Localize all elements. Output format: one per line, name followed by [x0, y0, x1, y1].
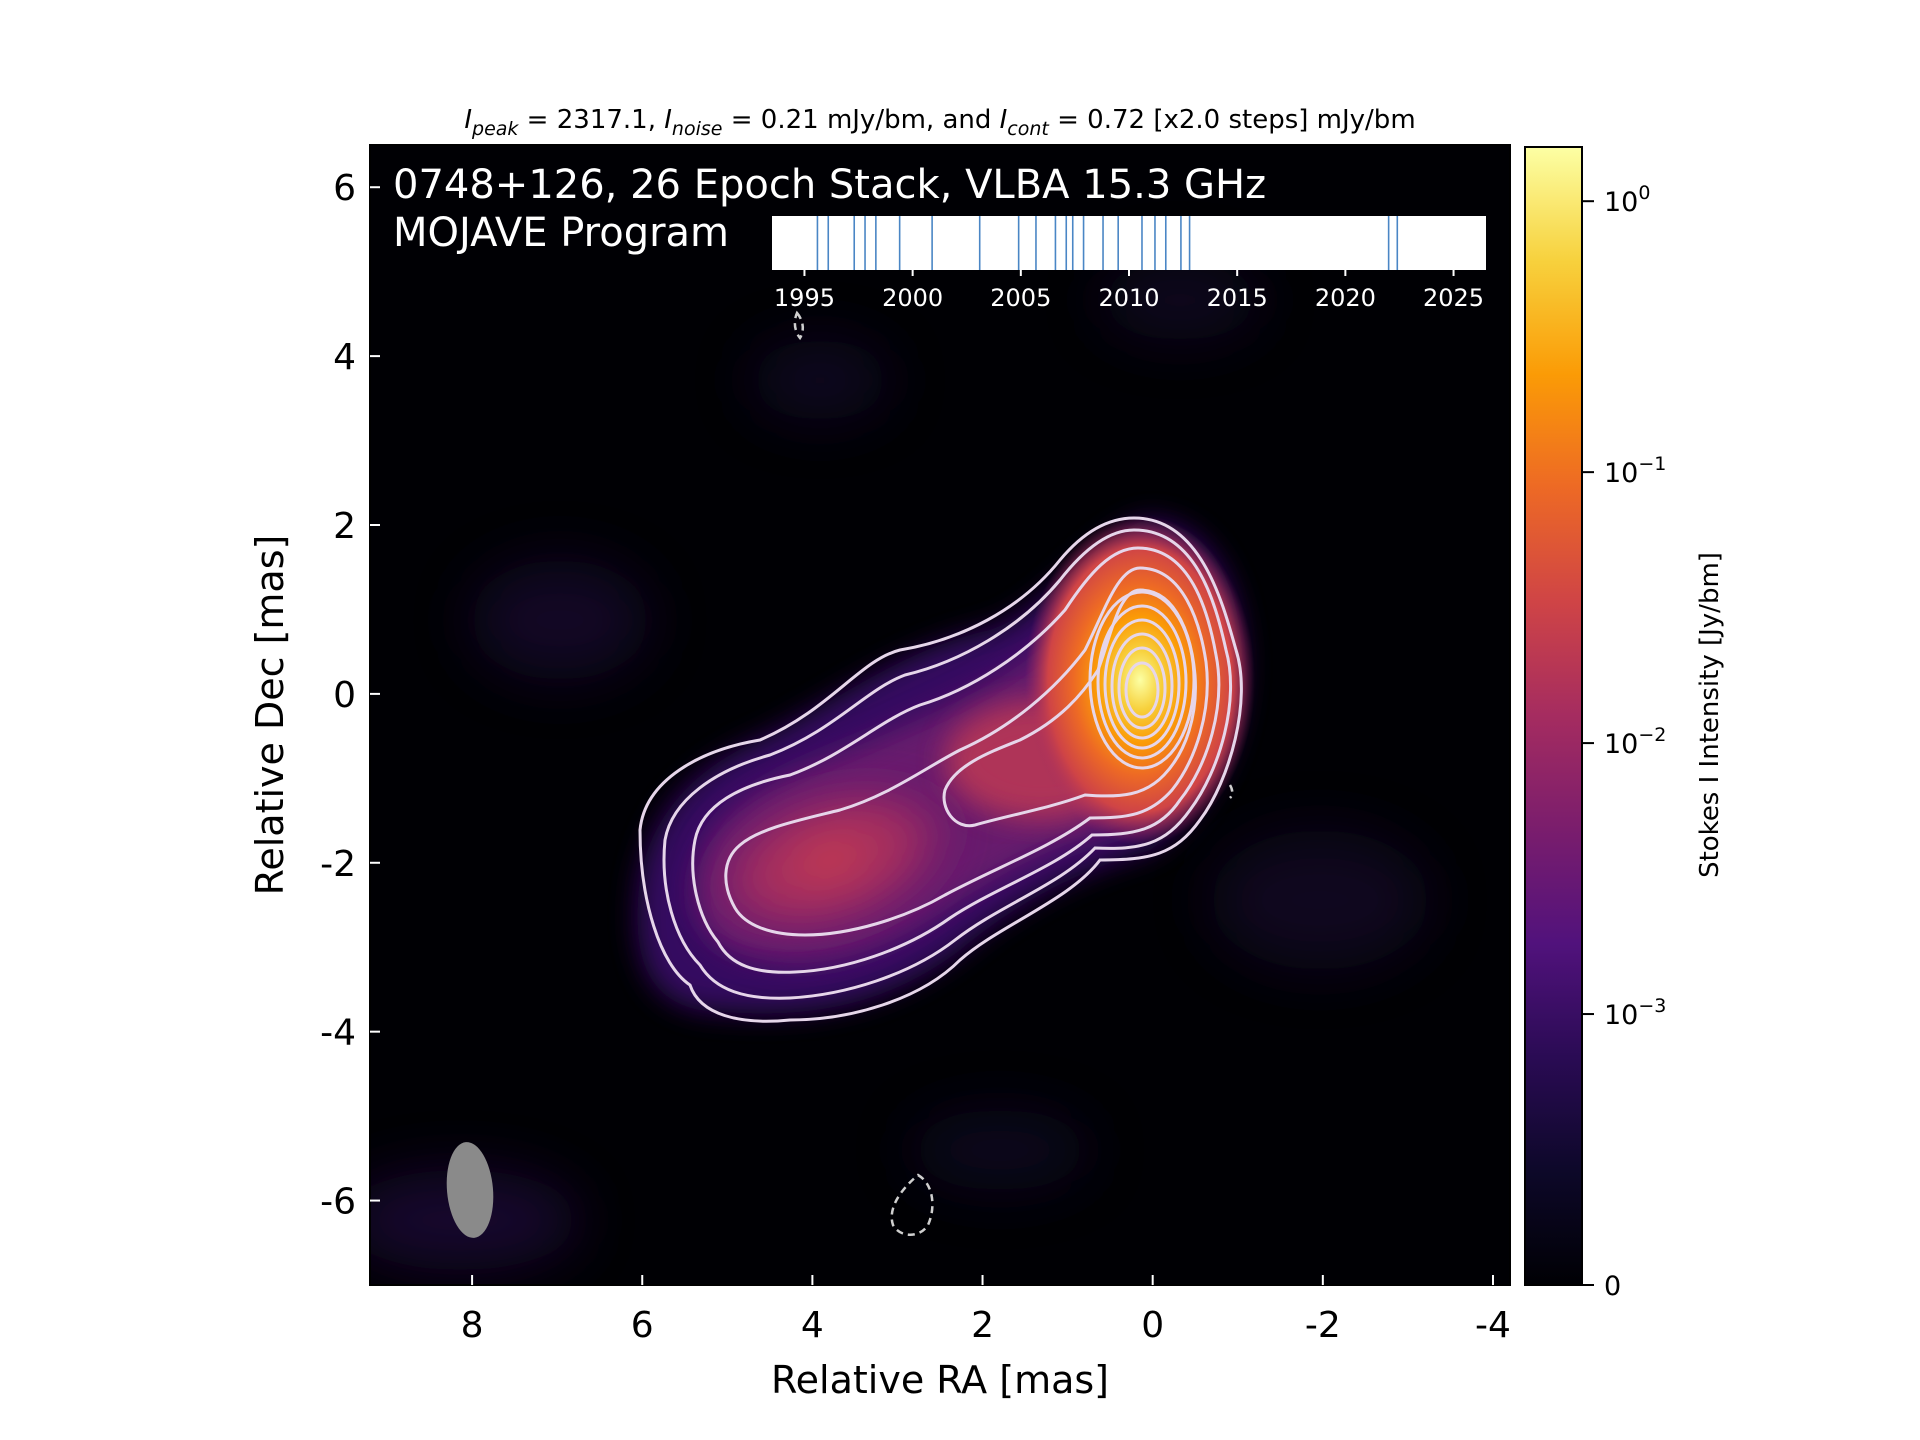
y-tick-label: -2 [320, 844, 356, 885]
y-tick-label: 6 [333, 168, 356, 209]
intensity-map: 0748+126, 26 Epoch Stack, VLBA 15.3 GHz … [370, 145, 1510, 1285]
x-tick-label: 4 [801, 1305, 824, 1346]
epoch-timeline-inset: 1995 2000 2005 2010 2015 2020 2025 [772, 216, 1486, 312]
header-fragment: noise [672, 118, 723, 140]
colorbar-label: Stokes I Intensity [Jy/bm] [1695, 552, 1725, 878]
header-fragment: I [464, 105, 472, 135]
x-tick-label: -2 [1305, 1305, 1341, 1346]
y-axis-label: Relative Dec [mas] [248, 535, 292, 896]
header-fragment: I [664, 105, 672, 135]
y-tick-label: 2 [333, 506, 356, 547]
inset-tick-label: 2025 [1423, 284, 1484, 312]
header-fragment: I [1000, 105, 1008, 135]
contour-lines [638, 516, 1243, 1023]
y-tick-label: -6 [320, 1182, 356, 1223]
plot-frame [369, 144, 1511, 1286]
contour-info-header: Ipeak = 2317.1, Inoise = 0.21 mJy/bm, an… [464, 105, 1415, 140]
x-tick-label: 2 [971, 1305, 994, 1346]
colorbar-tick-label: 10−3 [1604, 995, 1666, 1031]
y-axis: 6 4 2 0 -2 -4 -6 [320, 168, 380, 1223]
overlay-subtitle: MOJAVE Program [393, 210, 729, 256]
inset-tick-label: 2005 [990, 284, 1051, 312]
overlay-title: 0748+126, 26 Epoch Stack, VLBA 15.3 GHz [393, 162, 1266, 208]
inset-tick-label: 2010 [1098, 284, 1159, 312]
inset-tick-label: 2020 [1315, 284, 1376, 312]
x-tick-label: 0 [1141, 1305, 1164, 1346]
colorbar-tick-label: 0 [1604, 1271, 1621, 1302]
beam-ellipse [446, 1142, 494, 1238]
header-fragment: = 0.21 mJy/bm, and [722, 105, 999, 135]
x-axis-label: Relative RA [mas] [771, 1358, 1109, 1402]
y-tick-label: -4 [320, 1013, 356, 1054]
inset-tick-label: 1995 [774, 284, 835, 312]
header-fragment: cont [1007, 118, 1050, 140]
colorbar-tick-label: 100 [1604, 182, 1650, 218]
colorbar: 0 10−3 10−2 10−1 100 Stokes I Intensity [Jy/… [1524, 146, 1725, 1302]
x-tick-label: -4 [1475, 1305, 1511, 1346]
colorbar-tick-label: 10−1 [1604, 453, 1666, 489]
inset-tick-label: 2000 [882, 284, 943, 312]
header-fragment: = 0.72 [x2.0 steps] mJy/bm [1049, 105, 1416, 135]
colorbar-tick-label: 10−2 [1604, 724, 1666, 760]
x-axis: 8 6 4 2 0 -2 -4 [461, 1275, 1511, 1346]
negative-contours [793, 310, 1234, 1236]
x-tick-label: 6 [631, 1305, 654, 1346]
header-fragment: peak [471, 118, 519, 140]
inset-tick-label: 2015 [1207, 284, 1268, 312]
header-fragment: = 2317.1, [518, 105, 664, 135]
y-tick-label: 4 [333, 337, 356, 378]
y-tick-label: 0 [333, 675, 356, 716]
x-tick-label: 8 [461, 1305, 484, 1346]
